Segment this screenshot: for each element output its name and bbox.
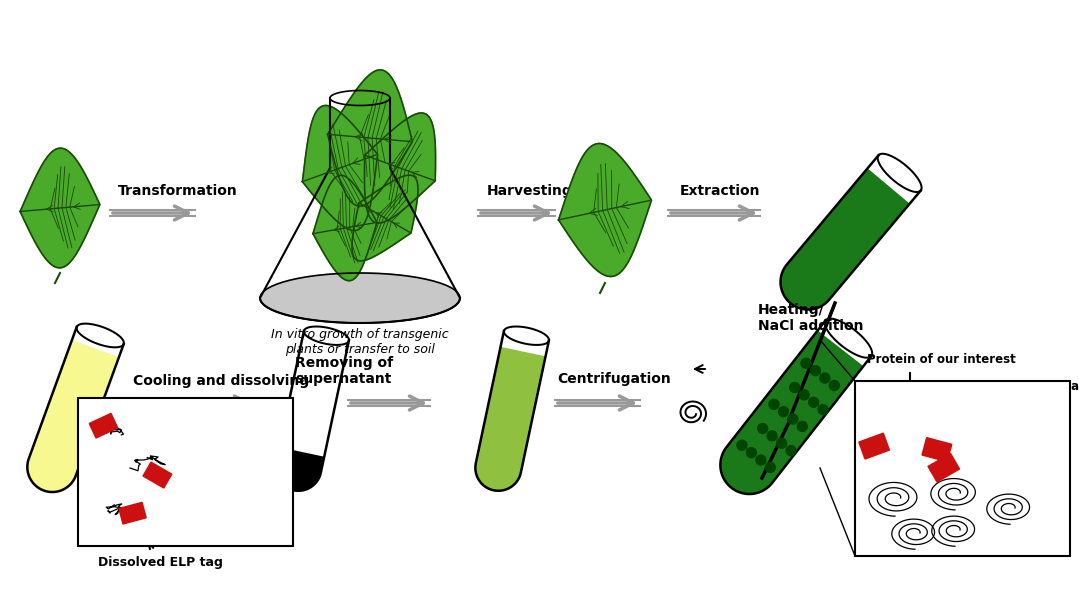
FancyBboxPatch shape [855, 381, 1070, 556]
Text: Cooling and dissolving: Cooling and dissolving [133, 374, 309, 388]
Text: In vitro growth of transgenic
plants or transfer to soil: In vitro growth of transgenic plants or … [271, 328, 449, 356]
Text: Removing of
supernatant: Removing of supernatant [295, 356, 393, 386]
Polygon shape [780, 155, 920, 310]
Text: Aggregated ELP tag: Aggregated ELP tag [955, 380, 1079, 393]
Polygon shape [260, 98, 460, 323]
Text: Extraction: Extraction [680, 184, 761, 198]
Circle shape [777, 438, 787, 448]
Circle shape [756, 455, 766, 465]
Polygon shape [313, 175, 377, 280]
Polygon shape [365, 113, 436, 223]
Circle shape [757, 423, 767, 434]
Text: Centrifugation: Centrifugation [557, 372, 671, 386]
Text: Harvesting: Harvesting [487, 184, 573, 198]
Circle shape [737, 440, 747, 450]
Text: Protein of our interest: Protein of our interest [868, 353, 1015, 366]
Circle shape [810, 366, 820, 376]
Polygon shape [721, 331, 863, 494]
Bar [144, 462, 172, 488]
Polygon shape [476, 331, 549, 491]
Circle shape [820, 373, 830, 383]
Circle shape [747, 448, 756, 457]
Polygon shape [260, 273, 460, 323]
Circle shape [800, 390, 809, 400]
Polygon shape [559, 144, 652, 276]
Polygon shape [328, 70, 412, 206]
Circle shape [787, 446, 796, 456]
Polygon shape [330, 90, 390, 105]
Circle shape [830, 380, 839, 390]
Polygon shape [275, 447, 324, 491]
Polygon shape [302, 105, 378, 230]
FancyBboxPatch shape [78, 398, 293, 546]
Circle shape [797, 422, 807, 431]
Circle shape [801, 358, 811, 368]
Circle shape [778, 407, 789, 417]
Polygon shape [27, 327, 124, 492]
Circle shape [818, 405, 828, 414]
Polygon shape [27, 340, 119, 492]
Bar [921, 438, 952, 462]
Text: Transformation: Transformation [118, 184, 237, 198]
Circle shape [808, 397, 819, 407]
Polygon shape [21, 148, 100, 268]
Polygon shape [352, 175, 418, 261]
Circle shape [767, 431, 777, 441]
Circle shape [769, 399, 779, 409]
Text: Heating/
NaCl addition: Heating/ NaCl addition [759, 303, 863, 333]
Bar [859, 433, 889, 459]
Text: Dissolved ELP tag: Dissolved ELP tag [97, 556, 222, 569]
Polygon shape [780, 168, 910, 310]
Polygon shape [275, 331, 349, 491]
Bar [928, 453, 959, 482]
Polygon shape [476, 347, 546, 491]
Circle shape [788, 414, 797, 424]
Bar [119, 502, 146, 524]
Bar [90, 413, 118, 438]
Circle shape [765, 462, 776, 472]
Circle shape [790, 383, 800, 392]
Polygon shape [721, 321, 872, 494]
